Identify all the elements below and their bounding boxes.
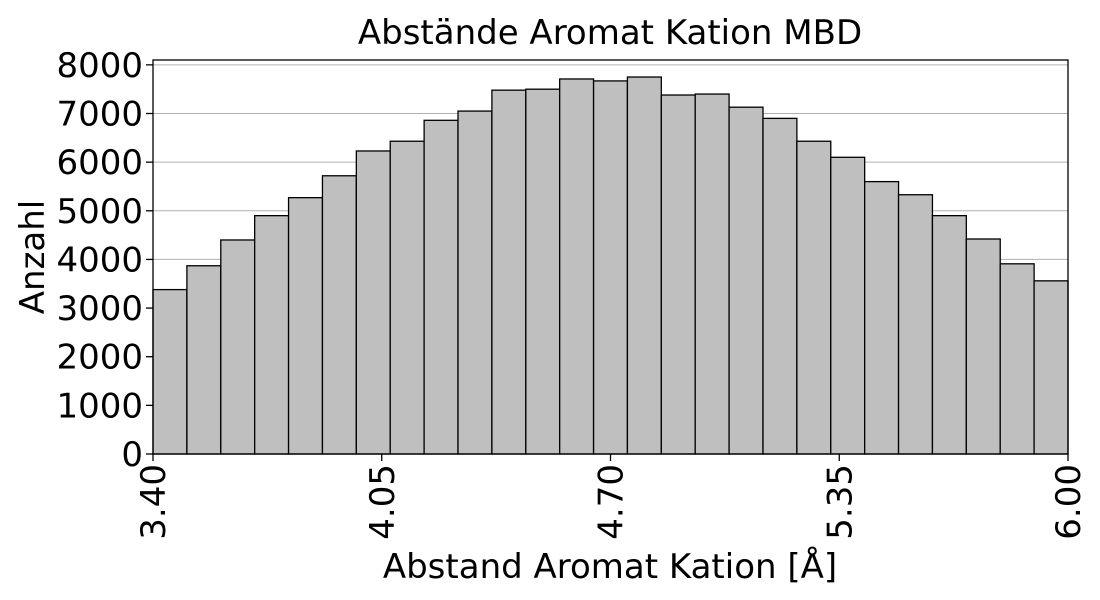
y-tick-label-3000: 3000 <box>56 289 143 329</box>
histogram-bar-5 <box>287 197 324 455</box>
histogram-bar-9 <box>423 119 459 455</box>
y-tick-label-1000: 1000 <box>56 386 143 426</box>
histogram-bar-19 <box>762 117 798 455</box>
histogram-bar-1 <box>152 288 188 455</box>
histogram-bar-20 <box>796 140 832 455</box>
y-tick-label-5000: 5000 <box>56 192 143 232</box>
x-tick-label-6.00: 6.00 <box>1049 464 1089 540</box>
histogram-bar-17 <box>694 93 730 455</box>
bars <box>152 76 1069 455</box>
y-tick-label-6000: 6000 <box>56 143 143 183</box>
histogram-bar-25 <box>965 238 1001 455</box>
chart-title: Abstände Aromat Kation MBD <box>358 13 862 53</box>
y-tick-label-8000: 8000 <box>56 46 143 86</box>
histogram-bar-24 <box>931 215 967 455</box>
x-tick-label-4.70: 4.70 <box>592 464 632 540</box>
histogram-bar-15 <box>626 76 662 455</box>
histogram-bar-10 <box>457 110 493 455</box>
histogram-bar-22 <box>864 180 900 455</box>
y-axis-ticks: 0 1000 2000 3000 4000 5000 6000 7000 8000 <box>56 46 153 475</box>
histogram-bar-27 <box>1033 280 1069 455</box>
histogram-bar-26 <box>999 263 1035 455</box>
histogram-bar-13 <box>559 78 595 455</box>
x-tick-label-4.05: 4.05 <box>363 464 403 540</box>
x-tick-label-5.35: 5.35 <box>820 464 860 540</box>
y-tick-label-0: 0 <box>121 435 143 475</box>
y-tick-label-2000: 2000 <box>56 338 143 378</box>
histogram-bar-16 <box>660 94 696 455</box>
histogram-bar-4 <box>254 215 290 455</box>
histogram-bar-11 <box>491 89 527 455</box>
histogram-bar-2 <box>186 265 222 455</box>
histogram-bar-21 <box>830 156 866 455</box>
x-axis-ticks: 3.40 4.05 4.70 5.35 6.00 <box>134 454 1089 540</box>
histogram-bar-7 <box>355 150 391 455</box>
histogram-bar-18 <box>728 106 764 455</box>
histogram-bar-8 <box>389 140 425 455</box>
histogram-bar-12 <box>525 88 561 455</box>
x-tick-label-3.40: 3.40 <box>134 464 174 540</box>
y-tick-label-4000: 4000 <box>56 240 143 280</box>
histogram-bar-3 <box>220 239 256 455</box>
y-tick-label-7000: 7000 <box>56 95 143 135</box>
histogram-bar-6 <box>321 175 357 455</box>
histogram-bar-14 <box>592 80 629 455</box>
x-axis-label: Abstand Aromat Kation [Å] <box>383 546 837 587</box>
y-axis-label: Anzahl <box>13 200 53 314</box>
histogram-bar-23 <box>897 194 934 455</box>
